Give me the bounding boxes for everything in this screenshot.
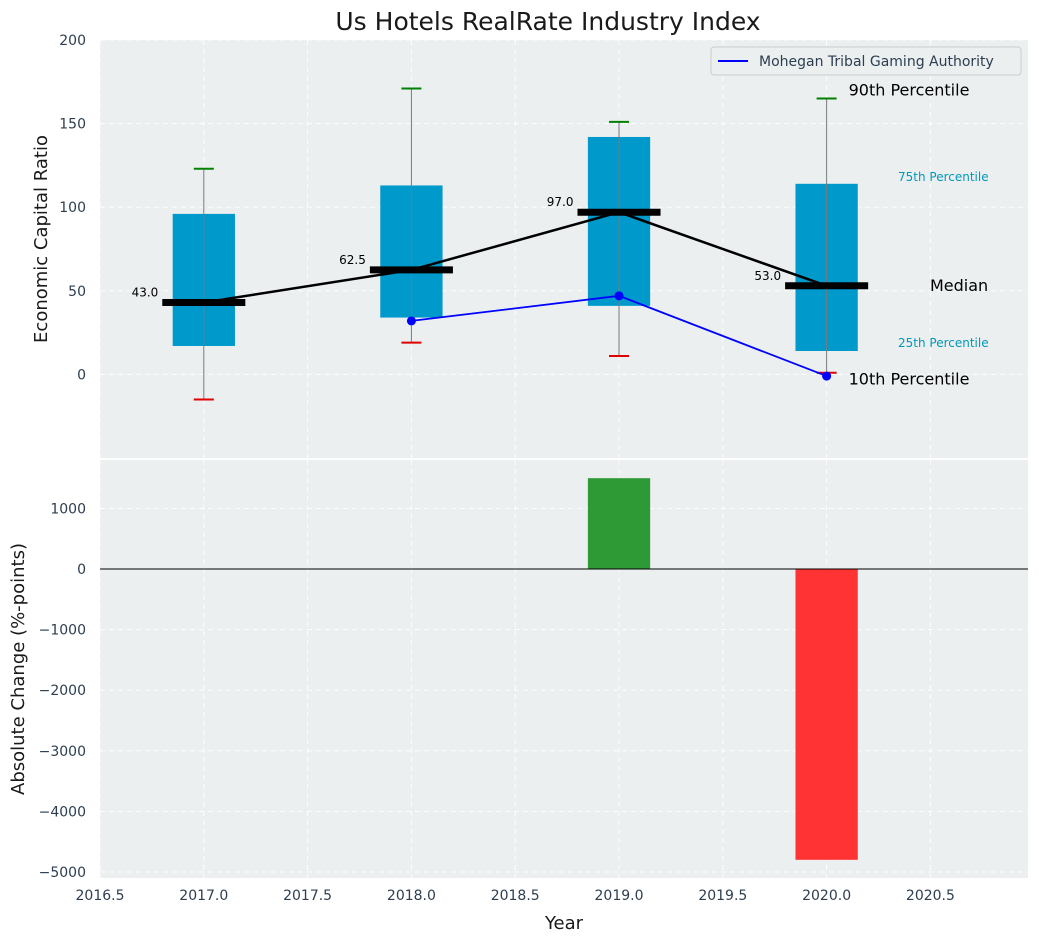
annotation-90th-percentile: 90th Percentile [849,81,970,100]
median-value-label: 53.0 [754,269,781,283]
x-tick-label: 2018.5 [491,888,540,904]
series-point [822,371,832,381]
x-tick-label: 2017.5 [283,888,332,904]
x-tick-label: 2018.0 [387,888,436,904]
median-value-label: 43.0 [132,286,159,300]
x-tick-label: 2020.5 [906,888,955,904]
legend: Mohegan Tribal Gaming Authority [710,46,1022,76]
median-value-label: 62.5 [339,253,366,267]
top-y-tick-label: 100 [59,200,86,216]
x-tick-label: 2016.5 [76,888,125,904]
series-point [406,316,416,326]
bottom-y-axis-title: Absolute Change (%-points) [8,543,29,795]
percentile-annotations: 90th Percentile 75th Percentile Median 2… [849,81,989,389]
top-y-tick-label: 0 [77,367,86,383]
median-value-label: 97.0 [547,195,574,209]
series-point [614,291,624,301]
top-y-tick-labels: 0 50 100 150 200 [59,33,86,383]
top-y-axis-title: Economic Capital Ratio [31,135,52,343]
x-axis-title: Year [544,913,584,934]
change-bar [587,478,651,570]
top-plot-area [100,40,1028,458]
bottom-y-tick-label: 1000 [50,501,86,517]
annotation-median: Median [930,276,988,295]
change-bars [587,478,858,860]
bottom-y-tick-label: −2000 [39,683,86,699]
x-tick-labels: 2016.5 2017.0 2017.5 2018.0 2018.5 2019.0 2019… [76,888,955,904]
bottom-y-tick-label: 0 [77,562,86,578]
legend-box [710,46,1022,76]
bottom-y-tick-labels: −5000 −4000 −3000 −2000 −1000 0 1000 [39,501,86,880]
median-line [203,210,828,304]
box-plot-marks: 43.0 62.5 97.0 53.0 [132,87,869,401]
bottom-y-tick-label: −4000 [39,804,86,820]
top-panel: 0 50 100 150 200 43.0 62.5 97.0 53.0 90th Perce… [31,33,1028,458]
bottom-y-tick-label: −5000 [39,865,86,881]
legend-entry-label: Mohegan Tribal Gaming Authority [759,54,994,70]
x-tick-label: 2020.0 [802,888,851,904]
top-y-tick-label: 50 [68,284,86,300]
x-tick-label: 2019.5 [698,888,747,904]
annotation-10th-percentile: 10th Percentile [849,370,970,389]
company-series [406,291,832,381]
bottom-y-tick-label: −1000 [39,623,86,639]
top-y-tick-label: 200 [59,33,86,49]
change-bar [795,569,858,860]
bottom-y-tick-label: −3000 [39,744,86,760]
x-tick-label: 2017.0 [179,888,228,904]
x-tick-label: 2019.0 [595,888,644,904]
top-y-tick-label: 150 [59,117,86,133]
bottom-plot-area [100,460,1028,878]
annotation-25th-percentile: 25th Percentile [898,336,989,350]
annotation-75th-percentile: 75th Percentile [898,170,989,184]
chart-title: Us Hotels RealRate Industry Index [335,7,760,36]
